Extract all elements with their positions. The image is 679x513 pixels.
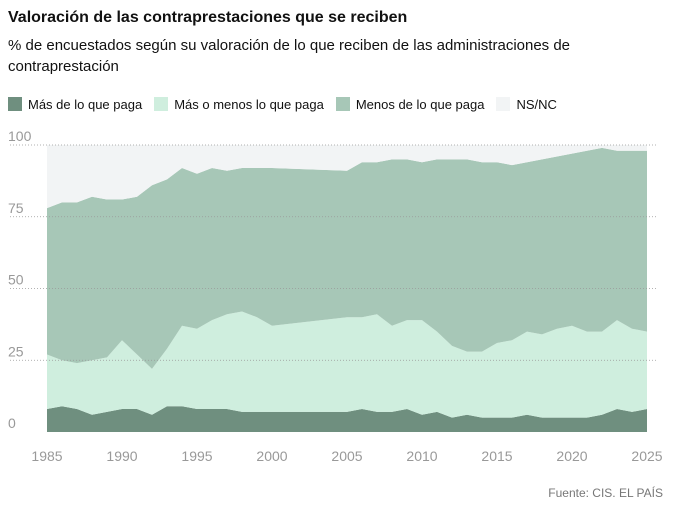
chart-title: Valoración de las contraprestaciones que…	[8, 9, 668, 27]
x-tick-layer: 1985 1990 1995 2000 2005 2010 2015 2020 2025	[31, 448, 662, 464]
x-tick-label: 1995	[181, 448, 212, 464]
legend-item-mas: Más de lo que paga	[8, 97, 142, 112]
source-note: Fuente: CIS. EL PAÍS	[548, 486, 663, 500]
legend-item-nsnc: NS/NC	[496, 97, 556, 112]
chart-subtitle: % de encuestados según su valoración de …	[8, 35, 668, 77]
y-tick-layer: 0 25 50 75 100	[8, 128, 32, 431]
x-tick-label: 2005	[331, 448, 362, 464]
legend-label-mas: Más de lo que paga	[28, 97, 142, 112]
y-tick-label: 50	[8, 272, 24, 288]
legend-label-masomenos: Más o menos lo que paga	[174, 97, 324, 112]
x-tick-label: 1990	[106, 448, 137, 464]
x-tick-label: 2010	[406, 448, 437, 464]
x-tick-label: 2015	[481, 448, 512, 464]
legend-item-menos: Menos de lo que paga	[336, 97, 485, 112]
x-tick-label: 2020	[556, 448, 587, 464]
y-tick-label: 25	[8, 343, 24, 359]
legend-label-nsnc: NS/NC	[516, 97, 556, 112]
x-tick-label: 2000	[256, 448, 287, 464]
legend-item-masomenos: Más o menos lo que paga	[154, 97, 324, 112]
x-tick-label: 2025	[631, 448, 662, 464]
legend: Más de lo que paga Más o menos lo que pa…	[8, 94, 569, 114]
y-tick-label: 0	[8, 415, 16, 431]
legend-label-menos: Menos de lo que paga	[356, 97, 485, 112]
x-tick-label: 1985	[31, 448, 62, 464]
legend-swatch-menos	[336, 97, 350, 111]
y-tick-label: 75	[8, 200, 24, 216]
legend-swatch-masomenos	[154, 97, 168, 111]
y-tick-label: 100	[8, 128, 32, 144]
legend-swatch-mas	[8, 97, 22, 111]
legend-swatch-nsnc	[496, 97, 510, 111]
stacked-area-chart: 0 25 50 75 100 1985 1990 1995 2000 2005 2010 2015 2…	[0, 120, 679, 470]
